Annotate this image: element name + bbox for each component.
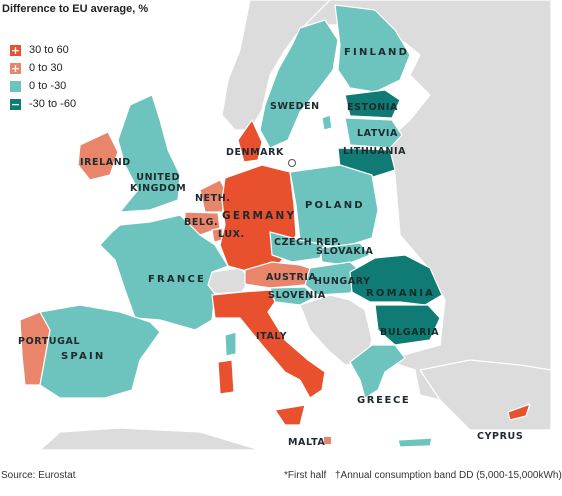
- denmark-marker-icon: [288, 159, 296, 167]
- switzerland: [207, 267, 251, 295]
- italy-region: [211, 289, 326, 399]
- label-portugal: PORTUGAL: [18, 336, 81, 347]
- label-poland: POLAND: [305, 200, 365, 211]
- legend-swatch-icon: −: [10, 98, 21, 111]
- legend-label: 30 to 60: [29, 44, 69, 56]
- sweden-region: [259, 19, 339, 149]
- europe-map: [19, 0, 551, 450]
- label-austria: AUSTRIA: [266, 272, 317, 283]
- turkey: [419, 359, 551, 431]
- footer: Source: Eurostat *First half †Annual con…: [0, 456, 562, 496]
- sicily-region: [274, 404, 306, 426]
- label-bulgaria: BULGARIA: [380, 327, 440, 338]
- label-malta: MALTA: [288, 437, 326, 448]
- legend-label: -30 to -60: [29, 98, 77, 110]
- norway: [221, 0, 331, 131]
- footnote-first-half: *First half: [284, 470, 327, 481]
- label-uk-line-1: UNITED: [136, 172, 180, 183]
- label-estonia: ESTONIA: [347, 102, 398, 113]
- malta-square-icon: [324, 437, 331, 444]
- cyprus-region: [507, 403, 531, 421]
- latvia-region: [344, 117, 403, 149]
- label-netherlands: NETH.: [195, 193, 231, 204]
- source-text: Source: Eurostat: [1, 470, 76, 481]
- label-slovakia: SLOVAKIA: [316, 246, 374, 257]
- label-france: FRANCE: [148, 274, 207, 285]
- label-uk: UNITED KINGDOM: [130, 172, 186, 194]
- estonia-region: [344, 89, 401, 119]
- label-slovenia: SLOVENIA: [268, 290, 326, 301]
- footnote-consumption-band: †Annual consumption band DD (5,000-15,00…: [335, 470, 562, 481]
- label-germany: GERMANY: [222, 210, 297, 222]
- label-lithuania: LITHUANIA: [343, 146, 407, 157]
- label-denmark: DENMARK: [226, 147, 285, 158]
- romania-region: [349, 254, 443, 306]
- label-greece: GREECE: [357, 395, 411, 406]
- label-cyprus: CYPRUS: [477, 431, 524, 442]
- legend-swatch-icon: [10, 81, 21, 92]
- label-czech: CZECH REP.: [274, 237, 342, 248]
- label-romania: ROMANIA: [366, 288, 436, 299]
- map-frame: Difference to EU average, % + 30 to 60 +…: [0, 0, 551, 450]
- bulgaria-region: [374, 304, 441, 346]
- czech-region: [269, 231, 326, 263]
- slovakia-region: [319, 242, 371, 266]
- label-uk-line-2: KINGDOM: [130, 183, 187, 194]
- label-hungary: HUNGARY: [314, 276, 371, 287]
- gotland-region: [321, 114, 333, 131]
- legend-swatch-icon: +: [10, 44, 21, 57]
- crete-region: [397, 437, 433, 448]
- hungary-region: [304, 261, 366, 296]
- label-sweden: SWEDEN: [270, 101, 320, 112]
- legend-label: 0 to 30: [29, 62, 63, 74]
- legend-swatch-icon: +: [10, 62, 21, 75]
- spain-region: [39, 304, 161, 399]
- legend-title: Difference to EU average, %: [2, 3, 149, 15]
- label-finland: FINLAND: [344, 47, 410, 58]
- label-ireland: IRELAND: [80, 157, 131, 168]
- sardinia-region: [217, 359, 235, 395]
- legend-label: 0 to -30: [29, 80, 67, 92]
- label-luxembourg: LUX.: [218, 229, 245, 240]
- denmark-region: [237, 119, 263, 163]
- label-latvia: LATVIA: [357, 128, 398, 139]
- north-africa: [39, 427, 261, 450]
- poland-region: [289, 164, 379, 249]
- corsica-region: [224, 331, 237, 357]
- uk-region: [117, 94, 181, 213]
- finland-region: [334, 4, 411, 93]
- label-spain: SPAIN: [61, 351, 106, 362]
- ireland-region: [77, 131, 119, 181]
- label-belgium: BELG.: [184, 217, 219, 228]
- greece-region: [349, 344, 406, 399]
- label-italy: ITALY: [256, 331, 288, 342]
